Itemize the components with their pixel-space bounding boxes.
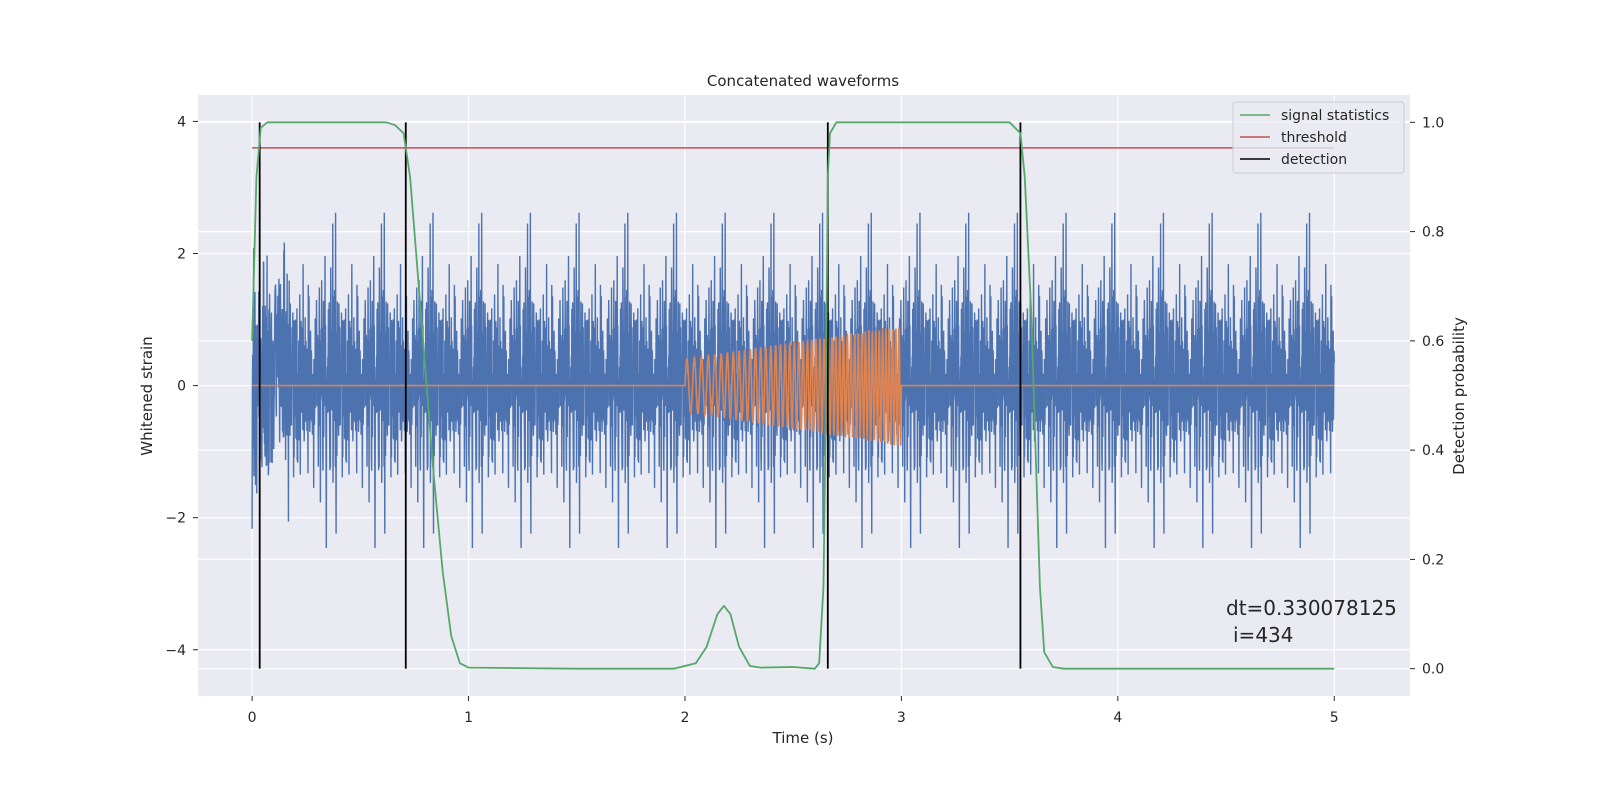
- legend-label-detection: detection: [1281, 152, 1347, 168]
- y-axis-ticks: −4 −2 0 2 4: [165, 114, 198, 659]
- series-signal-statistics-line: [251, 121, 1335, 670]
- annotation-i: i=434: [1233, 623, 1294, 647]
- y-tick-label: −4: [165, 643, 186, 659]
- x-tick-label: 3: [897, 710, 906, 726]
- y2-axis-label: Detection probability: [1450, 317, 1468, 475]
- x-tick-label: 5: [1330, 710, 1339, 726]
- y2-tick-label: 1.0: [1422, 115, 1444, 131]
- annotation: dt=0.330078125 i=434: [1226, 596, 1397, 647]
- y2-tick-label: 0.2: [1422, 552, 1444, 568]
- plot-series: [251, 121, 1335, 670]
- x-tick-label: 2: [681, 710, 690, 726]
- x-tick-label: 1: [464, 710, 473, 726]
- chart-title: Concatenated waveforms: [707, 72, 899, 90]
- y2-tick-label: 0.0: [1422, 662, 1444, 678]
- x-axis-label: Time (s): [772, 729, 834, 747]
- legend-box: [1232, 101, 1405, 174]
- series-layer: [251, 121, 1335, 670]
- y-tick-label: −2: [165, 511, 186, 527]
- legend: signal statistics threshold detection: [1232, 101, 1405, 174]
- series-injected-line: [252, 327, 1335, 446]
- y2-axis-ticks: 0.0 0.2 0.4 0.6 0.8 1.0: [1410, 115, 1444, 678]
- y-tick-label: 4: [177, 114, 186, 130]
- legend-label-signal-statistics: signal statistics: [1281, 108, 1389, 124]
- legend-label-threshold: threshold: [1281, 130, 1347, 146]
- y2-tick-label: 0.6: [1422, 334, 1444, 350]
- y2-tick-label: 0.4: [1422, 443, 1444, 459]
- x-tick-label: 4: [1113, 710, 1122, 726]
- y-axis-label: Whitened strain: [138, 336, 156, 455]
- y-tick-label: 2: [177, 247, 186, 263]
- y-tick-label: 0: [177, 379, 186, 395]
- x-tick-label: 0: [248, 710, 257, 726]
- annotation-dt: dt=0.330078125: [1226, 596, 1397, 620]
- x-axis-ticks: 0 1 2 3 4 5: [248, 696, 1339, 726]
- y2-tick-label: 0.8: [1422, 225, 1444, 241]
